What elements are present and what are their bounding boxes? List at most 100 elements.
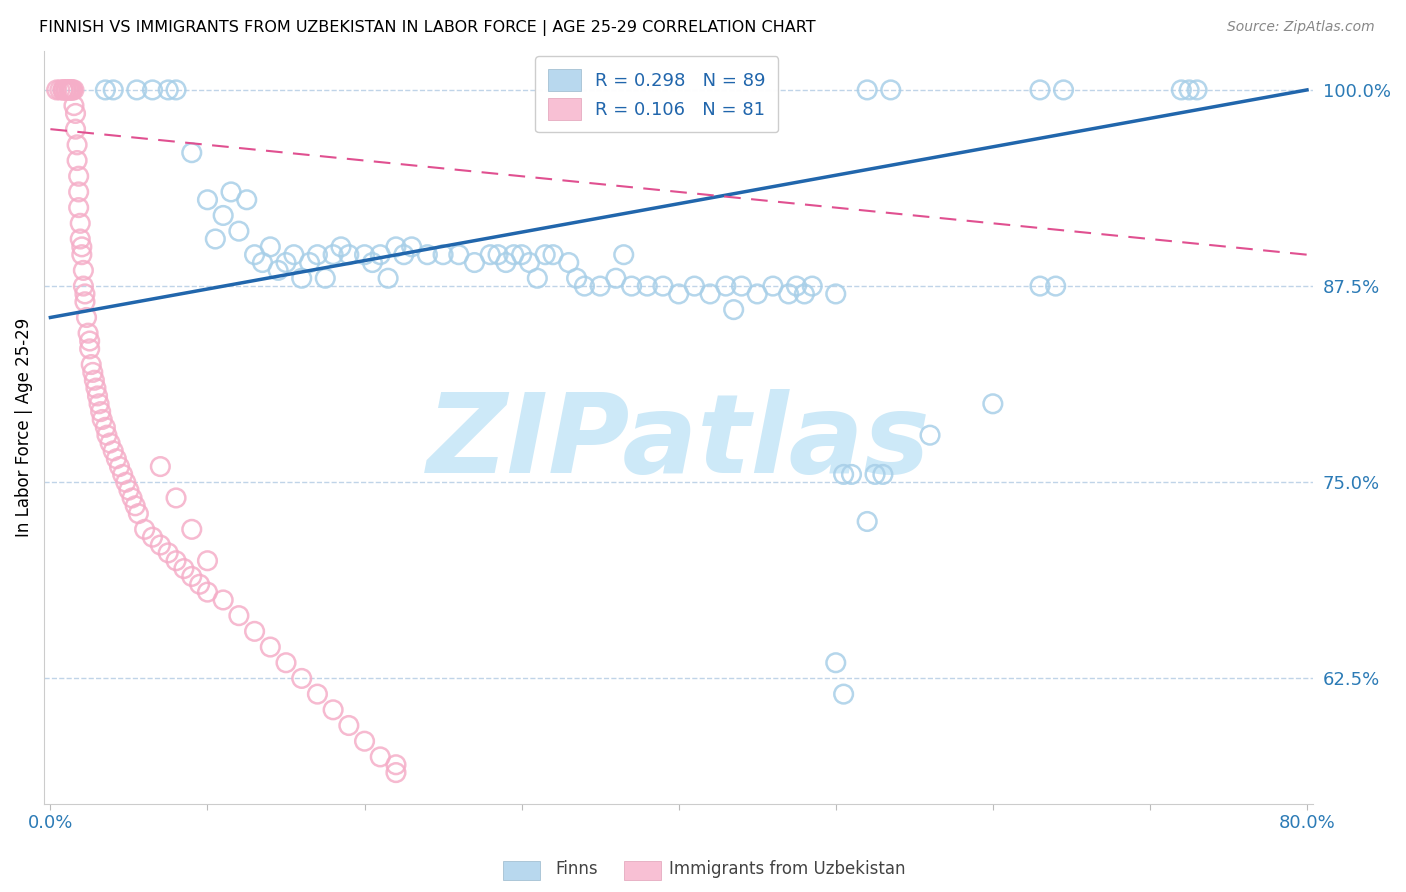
Point — [510, 248, 533, 262]
Point — [526, 271, 548, 285]
Point — [1178, 83, 1201, 97]
Point — [73, 287, 96, 301]
Point — [298, 255, 321, 269]
Point — [83, 373, 105, 387]
Point — [416, 248, 439, 262]
Point — [723, 302, 745, 317]
Bar — [624, 861, 661, 880]
Point — [385, 757, 408, 772]
Point — [105, 451, 128, 466]
Point — [307, 248, 329, 262]
Text: FINNISH VS IMMIGRANTS FROM UZBEKISTAN IN LABOR FORCE | AGE 25-29 CORRELATION CHA: FINNISH VS IMMIGRANTS FROM UZBEKISTAN IN… — [39, 20, 815, 36]
Point — [243, 248, 266, 262]
Point — [668, 287, 690, 301]
Point — [252, 255, 274, 269]
Point — [353, 248, 375, 262]
Point — [863, 467, 886, 482]
Point — [274, 656, 297, 670]
Point — [197, 193, 219, 207]
Point — [259, 640, 281, 654]
Point — [45, 83, 67, 97]
Point — [353, 734, 375, 748]
Point — [180, 145, 202, 160]
Point — [699, 287, 721, 301]
Point — [856, 83, 879, 97]
Point — [67, 169, 90, 184]
Point — [714, 279, 737, 293]
Point — [86, 389, 108, 403]
Point — [149, 538, 172, 552]
Point — [66, 137, 89, 152]
Point — [188, 577, 211, 591]
Point — [683, 279, 706, 293]
Point — [832, 687, 855, 701]
Point — [173, 561, 195, 575]
Point — [134, 522, 156, 536]
Point — [558, 255, 581, 269]
Point — [108, 459, 131, 474]
Point — [322, 703, 344, 717]
Point — [283, 248, 305, 262]
Point — [337, 248, 360, 262]
Point — [94, 420, 117, 434]
Point — [103, 443, 125, 458]
Point — [259, 240, 281, 254]
Point — [165, 83, 187, 97]
Point — [67, 201, 90, 215]
Point — [73, 294, 96, 309]
Point — [52, 83, 75, 97]
Point — [267, 263, 290, 277]
Point — [495, 255, 517, 269]
Text: ZIPatlas: ZIPatlas — [427, 389, 931, 496]
Point — [91, 412, 114, 426]
Point — [762, 279, 785, 293]
Point — [70, 248, 93, 262]
Point — [90, 404, 112, 418]
Point — [77, 326, 100, 341]
Point — [165, 554, 187, 568]
Point — [180, 522, 202, 536]
Bar — [503, 861, 540, 880]
Point — [111, 467, 134, 482]
Point — [605, 271, 627, 285]
Point — [385, 765, 408, 780]
Point — [368, 750, 391, 764]
Point — [824, 287, 846, 301]
Point — [125, 83, 148, 97]
Point — [65, 122, 87, 136]
Point — [880, 83, 903, 97]
Point — [565, 271, 588, 285]
Point — [204, 232, 226, 246]
Point — [1045, 279, 1067, 293]
Text: Source: ZipAtlas.com: Source: ZipAtlas.com — [1227, 20, 1375, 34]
Point — [385, 240, 408, 254]
Point — [219, 185, 242, 199]
Point — [801, 279, 824, 293]
Point — [1029, 83, 1052, 97]
Point — [636, 279, 658, 293]
Point — [534, 248, 557, 262]
Point — [197, 585, 219, 599]
Point — [56, 83, 79, 97]
Point — [401, 240, 423, 254]
Point — [243, 624, 266, 639]
Point — [541, 248, 564, 262]
Point — [778, 287, 800, 301]
Point — [613, 248, 636, 262]
Point — [730, 279, 752, 293]
Point — [574, 279, 596, 293]
Point — [212, 593, 235, 607]
Point — [66, 153, 89, 168]
Point — [63, 98, 86, 112]
Point — [87, 397, 110, 411]
Point — [63, 83, 86, 97]
Point — [157, 546, 180, 560]
Point — [589, 279, 612, 293]
Point — [98, 436, 121, 450]
Point — [80, 358, 103, 372]
Point — [377, 271, 399, 285]
Point — [149, 459, 172, 474]
Point — [1052, 83, 1074, 97]
Point — [620, 279, 643, 293]
Point — [307, 687, 329, 701]
